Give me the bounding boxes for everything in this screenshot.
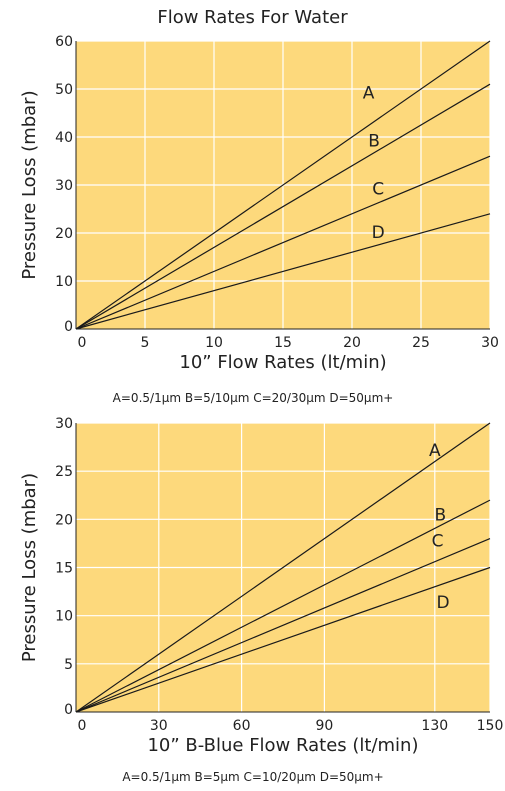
x-tick-label: 25 bbox=[412, 335, 430, 351]
y-tick-label: 25 bbox=[55, 464, 73, 480]
y-tick-label: 50 bbox=[55, 82, 73, 98]
y-tick-label: 40 bbox=[55, 130, 73, 146]
x-tick-label: 5 bbox=[141, 335, 150, 351]
x-tick-label: 0 bbox=[78, 335, 87, 351]
x-tick-label: 130 bbox=[421, 718, 448, 734]
y-tick-label: 0 bbox=[64, 702, 73, 718]
series-label-b: B bbox=[434, 505, 446, 525]
series-label-c: C bbox=[432, 531, 444, 551]
y-tick-label: 20 bbox=[55, 512, 73, 528]
series-label-b: B bbox=[368, 132, 380, 152]
x-tick-label: 20 bbox=[343, 335, 361, 351]
y-axis-title: Pressure Loss (mbar) bbox=[19, 473, 40, 662]
series-label-a: A bbox=[429, 441, 441, 461]
y-tick-label: 60 bbox=[55, 34, 73, 50]
y-tick-label: 15 bbox=[55, 561, 73, 577]
y-tick-label: 30 bbox=[55, 178, 73, 194]
series-line-d bbox=[75, 213, 491, 330]
y-tick-label: 0 bbox=[64, 319, 73, 335]
series-label-d: D bbox=[437, 593, 450, 613]
x-tick-label: 0 bbox=[78, 718, 87, 734]
series-line-c bbox=[75, 155, 491, 330]
y-axis-title: Pressure Loss (mbar) bbox=[19, 90, 40, 279]
series-line-a bbox=[75, 40, 491, 330]
x-tick-label: 60 bbox=[233, 718, 251, 734]
footnote: A=0.5/1µm B=5/10µm C=20/30µm D=50µm+ bbox=[113, 391, 394, 405]
series-label-d: D bbox=[372, 223, 385, 243]
x-tick-label: 30 bbox=[150, 718, 168, 734]
y-tick-label: 10 bbox=[55, 274, 73, 290]
x-tick-label: 90 bbox=[315, 718, 333, 734]
series-line-d bbox=[75, 566, 491, 713]
x-tick-label: 30 bbox=[481, 335, 499, 351]
series-label-a: A bbox=[363, 84, 375, 104]
series-line-a bbox=[75, 422, 491, 713]
x-axis-title: 10” Flow Rates (lt/min) bbox=[179, 352, 386, 373]
chart-2: 0 30 60 90 130 150 0 5 10 15 20 25 30 A BC D 10” B-Blue … bbox=[19, 416, 503, 784]
series-line-b bbox=[75, 83, 491, 330]
chart-1: 0 5 10 15 20 25 30 0 10 20 30 40 50 60 A B C D 10” Flow Ra… bbox=[19, 34, 499, 405]
x-tick-label: 15 bbox=[274, 335, 292, 351]
y-tick-label: 20 bbox=[55, 226, 73, 242]
series-line-b bbox=[75, 499, 491, 713]
series-line-c bbox=[75, 538, 491, 713]
y-tick-label: 5 bbox=[64, 657, 73, 673]
x-axis-title: 10” B-Blue Flow Rates (lt/min) bbox=[147, 735, 418, 756]
footnote: A=0.5/1µm B=5µm C=10/20µm D=50µm+ bbox=[122, 770, 383, 784]
y-tick-label: 10 bbox=[55, 609, 73, 625]
x-tick-label: 150 bbox=[477, 718, 504, 734]
series-label-c: C bbox=[372, 180, 384, 200]
y-tick-label: 30 bbox=[55, 416, 73, 432]
page-title: Flow Rates For Water bbox=[157, 7, 348, 28]
x-tick-label: 10 bbox=[205, 335, 223, 351]
